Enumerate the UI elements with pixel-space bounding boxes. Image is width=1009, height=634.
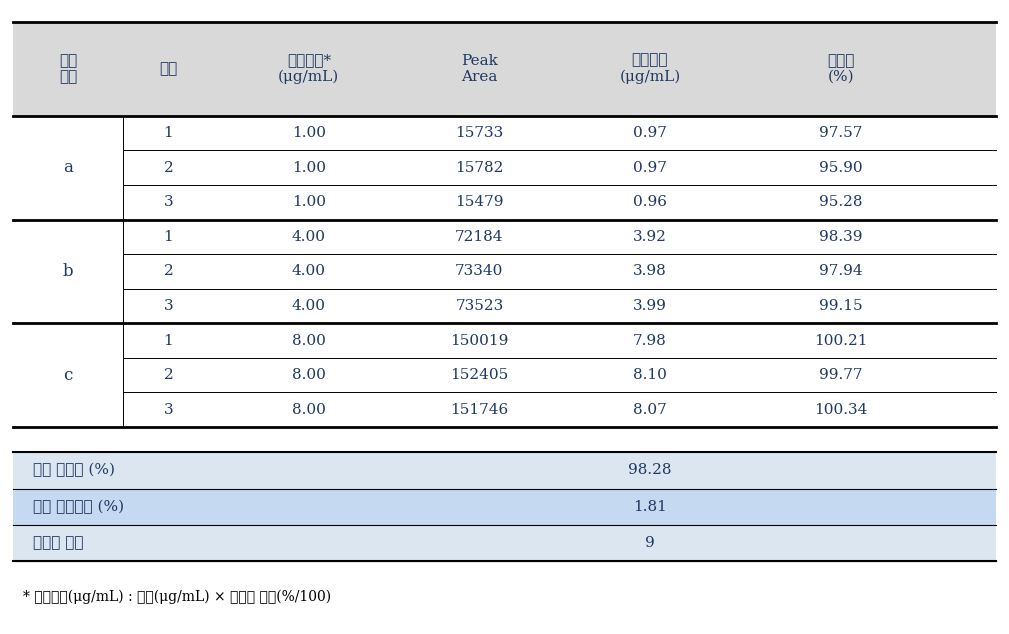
Text: 0.97: 0.97	[633, 161, 667, 175]
Text: 3: 3	[163, 403, 174, 417]
Text: * 이론농도(μg/mL) : 농도(μg/mL) × 표준품 순도(%/100): * 이론농도(μg/mL) : 농도(μg/mL) × 표준품 순도(%/100…	[23, 590, 331, 604]
Text: 4.00: 4.00	[292, 230, 326, 244]
Text: 3: 3	[163, 299, 174, 313]
Text: b: b	[63, 263, 74, 280]
Text: 3: 3	[163, 195, 174, 209]
Bar	[13, 489, 996, 525]
Text: 1: 1	[163, 230, 174, 244]
Text: 73340: 73340	[455, 264, 503, 278]
Bar	[13, 22, 996, 116]
Text: 1.81: 1.81	[633, 500, 667, 514]
Text: 1: 1	[163, 333, 174, 347]
Text: 0.97: 0.97	[633, 126, 667, 140]
Text: 1: 1	[163, 126, 174, 140]
Text: 97.94: 97.94	[819, 264, 863, 278]
Bar	[13, 525, 996, 562]
Text: 1.00: 1.00	[292, 126, 326, 140]
Text: 회수율
(%): 회수율 (%)	[827, 54, 855, 84]
Text: 2: 2	[163, 264, 174, 278]
Text: 측정: 측정	[159, 61, 178, 76]
Text: 98.28: 98.28	[629, 463, 672, 477]
Text: 97.57: 97.57	[819, 126, 863, 140]
Text: 4.00: 4.00	[292, 299, 326, 313]
Text: 100.34: 100.34	[814, 403, 868, 417]
Text: 99.15: 99.15	[819, 299, 863, 313]
Text: 151746: 151746	[450, 403, 509, 417]
Text: 3.98: 3.98	[633, 264, 667, 278]
Text: 이론농도*
(μg/mL): 이론농도* (μg/mL)	[278, 53, 339, 84]
Text: 1.00: 1.00	[292, 195, 326, 209]
Text: 95.28: 95.28	[819, 195, 863, 209]
Text: 73523: 73523	[455, 299, 503, 313]
Text: 2: 2	[163, 368, 174, 382]
Text: 99.77: 99.77	[819, 368, 863, 382]
Text: 8.00: 8.00	[292, 403, 326, 417]
Text: 8.10: 8.10	[633, 368, 667, 382]
Text: 8.07: 8.07	[633, 403, 667, 417]
Text: 3.99: 3.99	[633, 299, 667, 313]
Text: 95.90: 95.90	[819, 161, 863, 175]
Text: Peak
Area: Peak Area	[461, 54, 497, 84]
Text: 152405: 152405	[450, 368, 509, 382]
Text: a: a	[64, 159, 73, 176]
Text: 9: 9	[645, 536, 655, 550]
Text: 0.96: 0.96	[633, 195, 667, 209]
Text: 4.00: 4.00	[292, 264, 326, 278]
Text: 8.00: 8.00	[292, 368, 326, 382]
Text: 전체 표준편차 (%): 전체 표준편차 (%)	[33, 500, 124, 514]
Text: 실측농도
(μg/mL): 실측농도 (μg/mL)	[620, 53, 681, 84]
Bar	[13, 452, 996, 489]
Text: 15479: 15479	[455, 195, 503, 209]
Text: 3.92: 3.92	[633, 230, 667, 244]
Text: 7.98: 7.98	[633, 333, 667, 347]
Text: 표본의 크기: 표본의 크기	[33, 536, 84, 550]
Text: 1.00: 1.00	[292, 161, 326, 175]
Text: 2: 2	[163, 161, 174, 175]
Text: 전체 평균값 (%): 전체 평균값 (%)	[33, 463, 115, 477]
Text: 98.39: 98.39	[819, 230, 863, 244]
Text: 100.21: 100.21	[814, 333, 868, 347]
Text: 8.00: 8.00	[292, 333, 326, 347]
Text: 시험
용액: 시험 용액	[59, 54, 77, 84]
Text: 150019: 150019	[450, 333, 509, 347]
Text: c: c	[64, 366, 73, 384]
Text: 15733: 15733	[455, 126, 503, 140]
Text: 72184: 72184	[455, 230, 503, 244]
Text: 15782: 15782	[455, 161, 503, 175]
